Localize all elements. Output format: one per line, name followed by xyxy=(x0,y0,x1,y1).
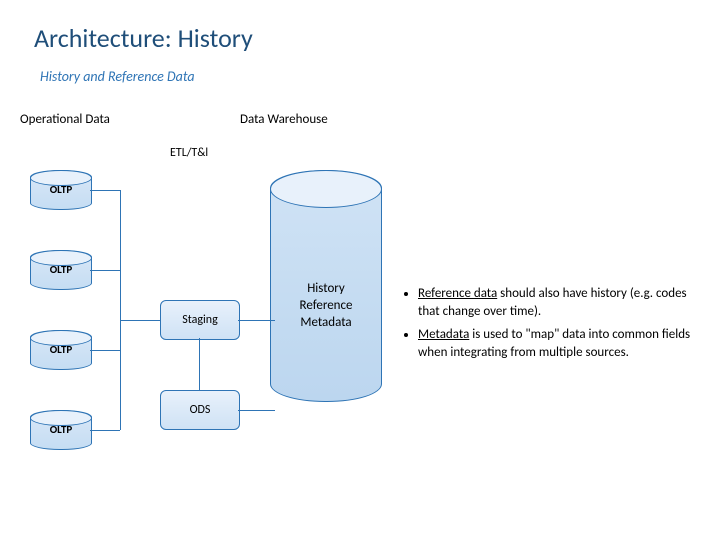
oltp-node-2: OLTP xyxy=(30,250,92,290)
label-operational: Operational Data xyxy=(20,112,110,127)
bullet-2-underline: Metadata xyxy=(418,327,469,342)
warehouse-text: History Reference Metadata xyxy=(271,281,381,332)
oltp-node-3: OLTP xyxy=(30,330,92,370)
connector xyxy=(120,190,121,430)
bullet-2: Metadata is used to "map" data into comm… xyxy=(418,326,700,361)
oltp-node-4: OLTP xyxy=(30,410,92,450)
connector xyxy=(90,350,120,351)
connector xyxy=(90,270,120,271)
connector xyxy=(199,338,200,390)
warehouse-line-1: History xyxy=(271,281,381,298)
connector xyxy=(238,410,275,411)
connector xyxy=(90,190,120,191)
warehouse-line-2: Reference xyxy=(271,298,381,315)
connector xyxy=(90,430,120,431)
label-warehouse: Data Warehouse xyxy=(240,112,328,127)
bullet-1-underline: Reference data xyxy=(418,286,497,301)
oltp-label: OLTP xyxy=(31,343,91,356)
connector xyxy=(120,320,160,321)
label-etl: ETL/T&l xyxy=(170,146,208,160)
warehouse-line-3: Metadata xyxy=(271,315,381,332)
page-title: Architecture: History xyxy=(34,22,253,54)
oltp-node-1: OLTP xyxy=(30,170,92,210)
connector xyxy=(238,320,275,321)
oltp-label: OLTP xyxy=(31,263,91,276)
oltp-label: OLTP xyxy=(31,183,91,196)
ods-box: ODS xyxy=(160,390,240,430)
staging-box: Staging xyxy=(160,300,240,340)
page-subtitle: History and Reference Data xyxy=(40,68,195,85)
warehouse-cylinder: History Reference Metadata xyxy=(270,170,382,402)
bullet-1: Reference data should also have history … xyxy=(418,285,700,320)
bullet-list: Reference data should also have history … xyxy=(400,285,700,367)
oltp-label: OLTP xyxy=(31,423,91,436)
